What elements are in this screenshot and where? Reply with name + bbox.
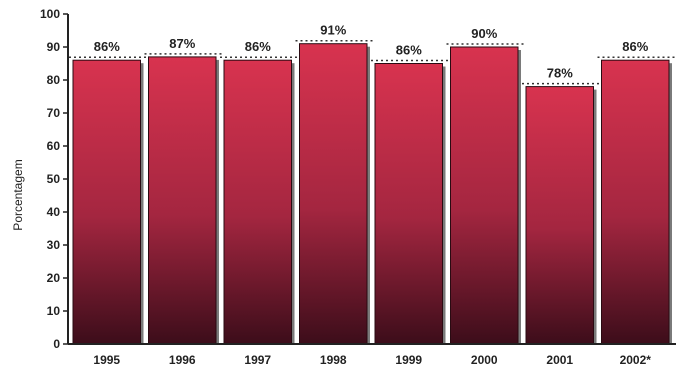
data-label-2002*: 86% [622,39,648,54]
x-tick-label: 2000 [471,353,498,367]
y-tick-label: 50 [47,172,61,186]
bar-2000 [450,46,519,345]
data-label-1998: 91% [320,23,346,38]
y-tick-label: 60 [47,139,61,153]
data-label-2001: 78% [547,66,573,81]
x-tick-label: 2002* [620,353,652,367]
y-tick-label: 90 [47,40,61,54]
y-axis-label: Porcentagem [11,159,25,230]
bar-1995 [72,59,141,345]
y-axis-ticks: 0 10 20 30 40 50 60 70 80 90 100 [40,7,68,351]
x-axis-ticks: 1995 1996 1997 1998 1999 2000 2001 2002* [93,353,651,367]
bar-1999 [374,63,443,345]
bar-2001 [525,86,594,345]
reference-lines [69,39,677,85]
y-tick-label: 80 [47,73,61,87]
bar-1998 [299,43,368,345]
y-tick-label: 100 [40,7,60,21]
data-label-1999: 86% [396,43,422,58]
data-label-1997: 86% [245,39,271,54]
data-label-1996: 87% [169,36,195,51]
y-tick-label: 30 [47,238,61,252]
data-labels-group: 86% 87% 86% 91% 86% 90% 78% 86% [94,23,649,81]
y-tick-label: 40 [47,205,61,219]
bars-group [72,43,672,345]
data-label-2000: 90% [471,26,497,41]
x-tick-label: 1999 [395,353,422,367]
y-tick-label: 10 [47,304,61,318]
bar-1997 [223,59,292,345]
x-tick-label: 1997 [244,353,271,367]
x-tick-label: 2001 [546,353,573,367]
y-tick-label: 70 [47,106,61,120]
bar-2002* [601,59,670,345]
y-tick-label: 20 [47,271,61,285]
x-tick-label: 1996 [169,353,196,367]
y-tick-label: 0 [53,337,60,351]
x-tick-label: 1995 [93,353,120,367]
data-label-1995: 86% [94,39,120,54]
bar-1996 [148,56,217,345]
x-tick-label: 1998 [320,353,347,367]
